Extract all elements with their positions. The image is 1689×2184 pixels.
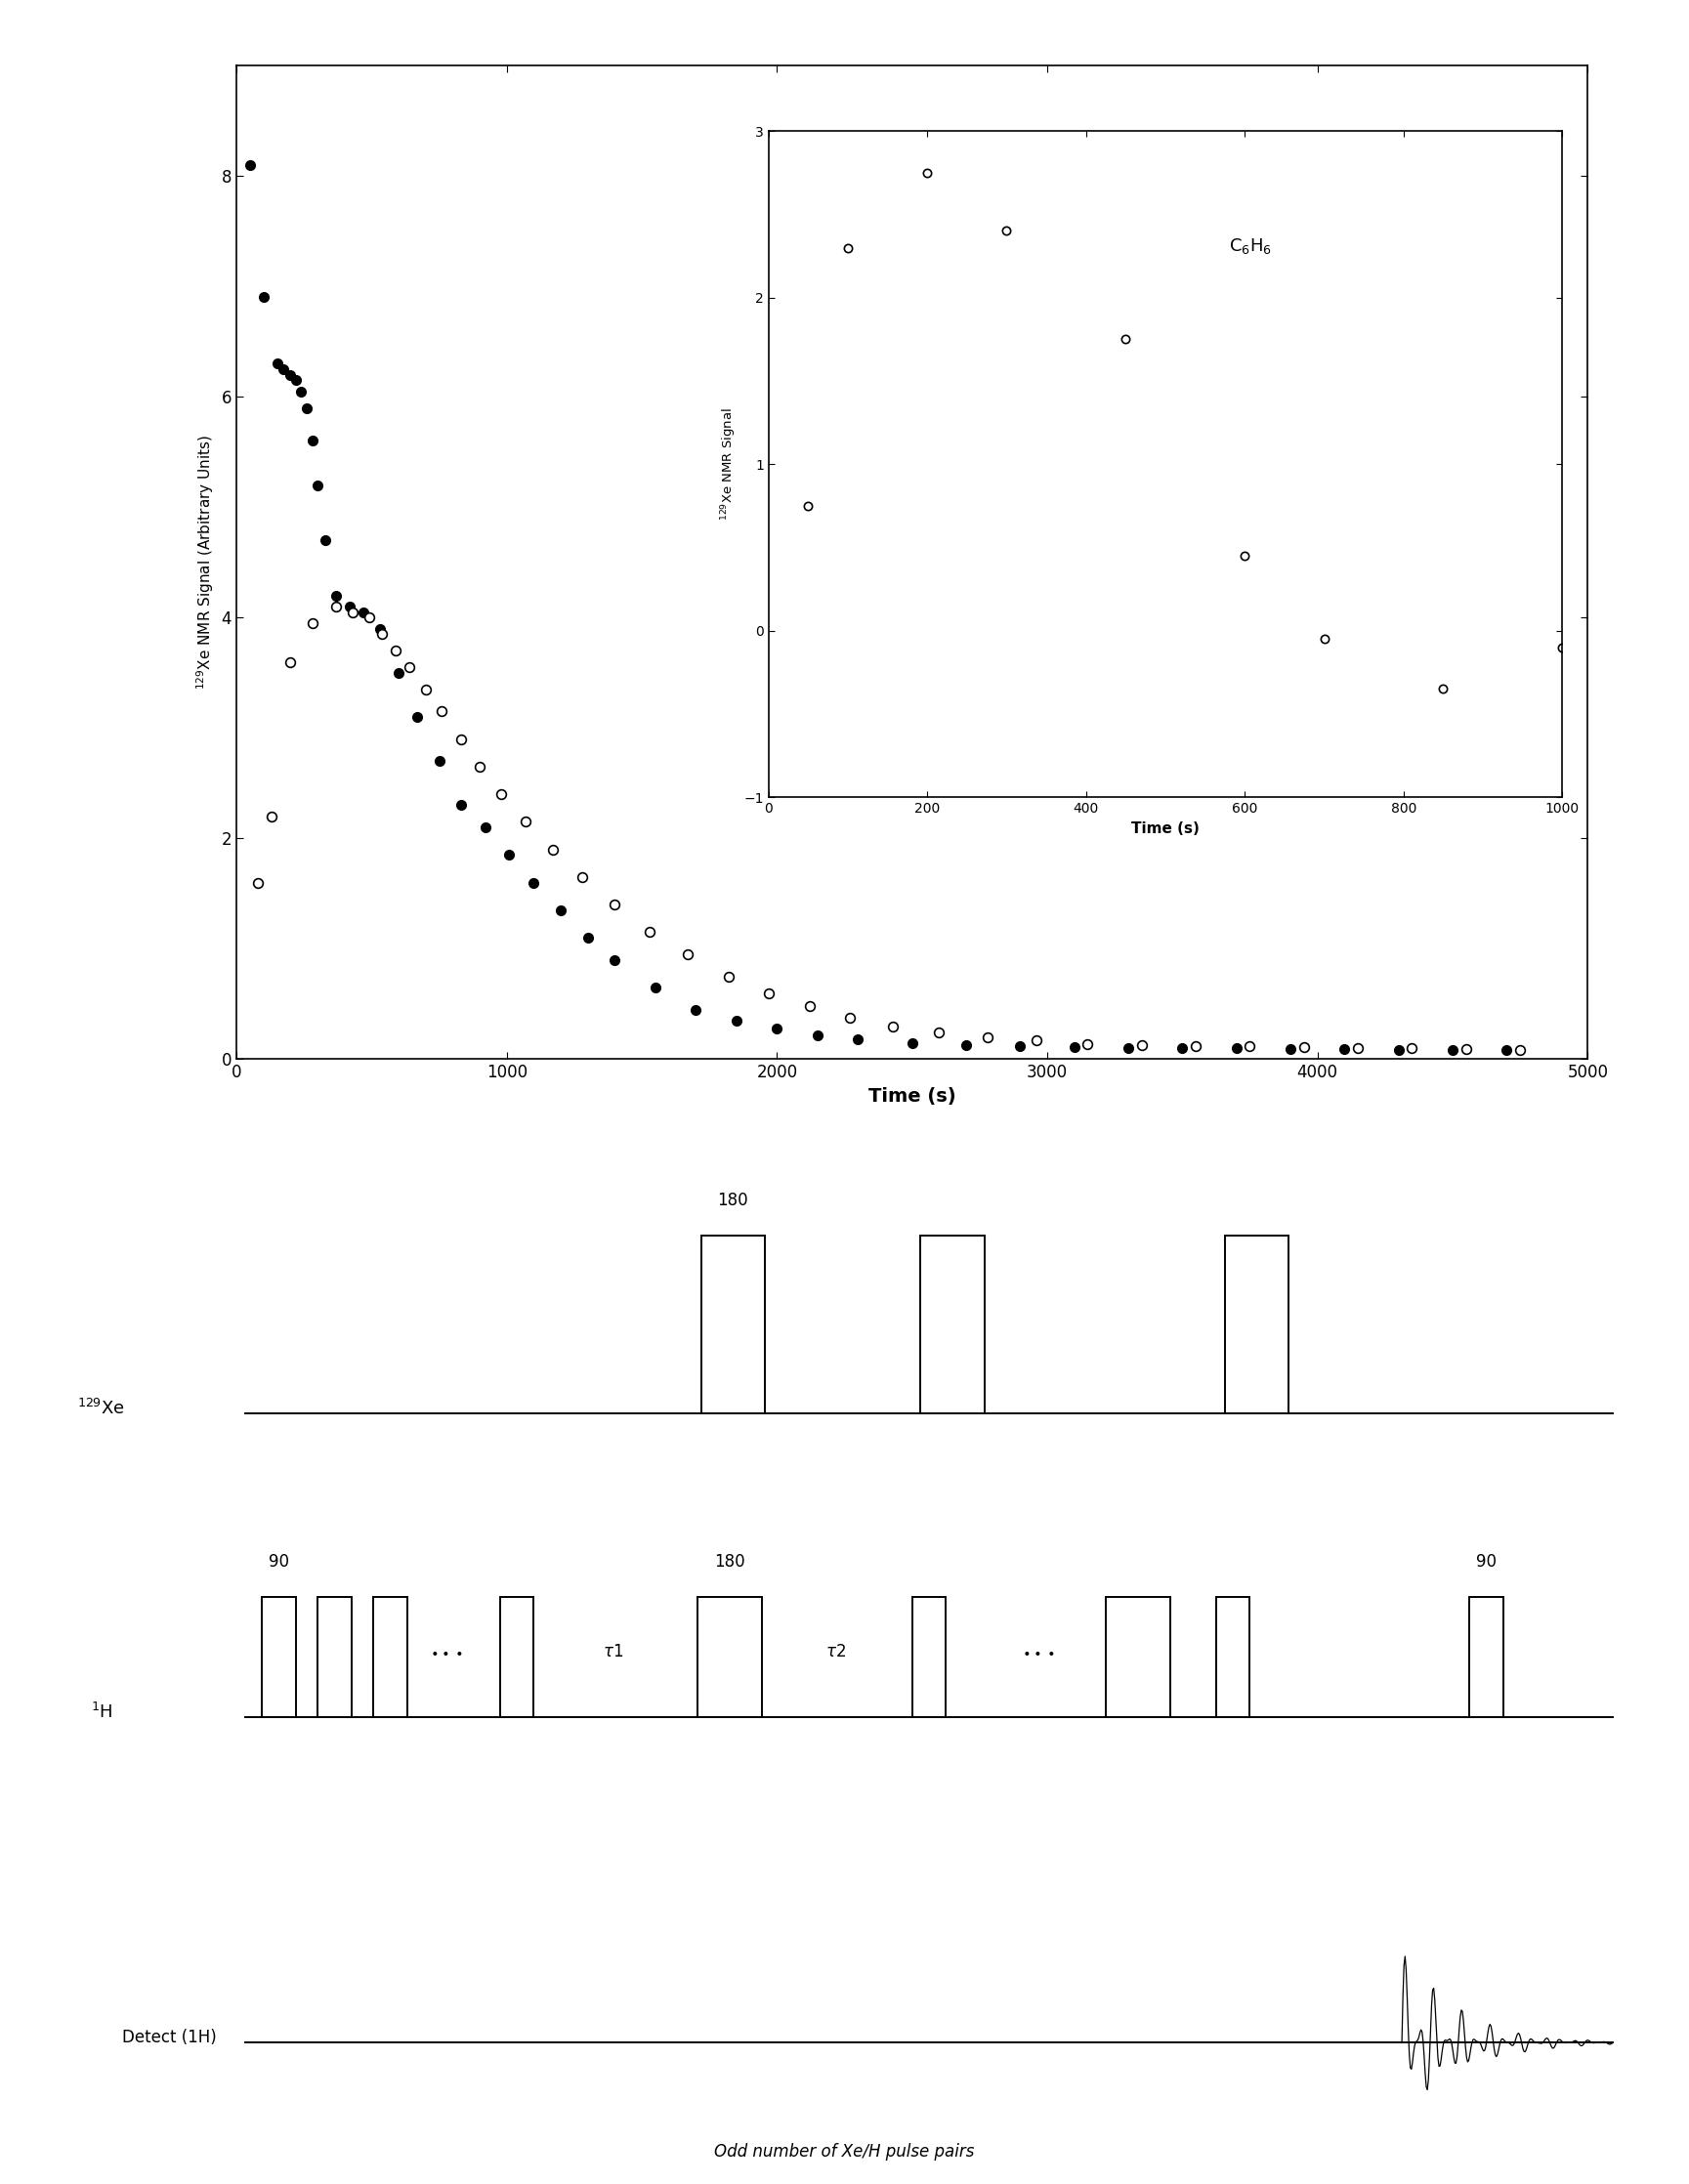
Text: $\tau$1: $\tau$1 bbox=[603, 1642, 623, 1660]
Text: Detect (1H): Detect (1H) bbox=[122, 2029, 216, 2046]
Text: 90: 90 bbox=[269, 1553, 289, 1570]
Y-axis label: $^{129}$Xe NMR Signal (Arbitrary Units): $^{129}$Xe NMR Signal (Arbitrary Units) bbox=[194, 435, 216, 690]
Text: $\bullet\bullet\bullet$: $\bullet\bullet\bullet$ bbox=[1022, 1645, 1056, 1660]
X-axis label: Time (s): Time (s) bbox=[868, 1088, 956, 1105]
Text: $\bullet\bullet\bullet$: $\bullet\bullet\bullet$ bbox=[429, 1645, 463, 1660]
Bar bbox=[921, 1236, 985, 1413]
Bar bbox=[500, 1597, 534, 1717]
Bar bbox=[1216, 1597, 1250, 1717]
X-axis label: Time (s): Time (s) bbox=[1132, 821, 1199, 836]
Text: 180: 180 bbox=[714, 1553, 745, 1570]
Bar bbox=[698, 1597, 762, 1717]
Bar bbox=[373, 1597, 407, 1717]
Bar bbox=[1225, 1236, 1289, 1413]
Text: $^{1}$H: $^{1}$H bbox=[91, 1704, 111, 1721]
Text: Odd number of Xe/H pulse pairs: Odd number of Xe/H pulse pairs bbox=[714, 2143, 975, 2160]
Bar bbox=[318, 1597, 351, 1717]
Bar bbox=[1106, 1597, 1170, 1717]
Text: $^{129}$Xe: $^{129}$Xe bbox=[78, 1398, 125, 1417]
Text: 90: 90 bbox=[1476, 1553, 1496, 1570]
Text: C$_6$H$_6$: C$_6$H$_6$ bbox=[1230, 236, 1272, 256]
Bar bbox=[912, 1597, 946, 1717]
Bar bbox=[262, 1597, 296, 1717]
Bar bbox=[701, 1236, 765, 1413]
Bar bbox=[1469, 1597, 1503, 1717]
Y-axis label: $^{129}$Xe NMR Signal: $^{129}$Xe NMR Signal bbox=[720, 408, 738, 520]
Text: 180: 180 bbox=[718, 1192, 748, 1210]
Text: $\tau$2: $\tau$2 bbox=[826, 1642, 846, 1660]
